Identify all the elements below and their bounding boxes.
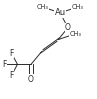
Text: F: F <box>9 49 14 58</box>
Text: F: F <box>3 60 7 69</box>
Text: O: O <box>28 75 34 84</box>
Text: Au: Au <box>55 8 66 17</box>
Text: O: O <box>65 23 71 32</box>
Text: CH₃: CH₃ <box>72 4 84 10</box>
Text: F: F <box>9 71 14 80</box>
Text: CH₃: CH₃ <box>70 31 82 37</box>
Text: CH₃: CH₃ <box>37 4 49 10</box>
